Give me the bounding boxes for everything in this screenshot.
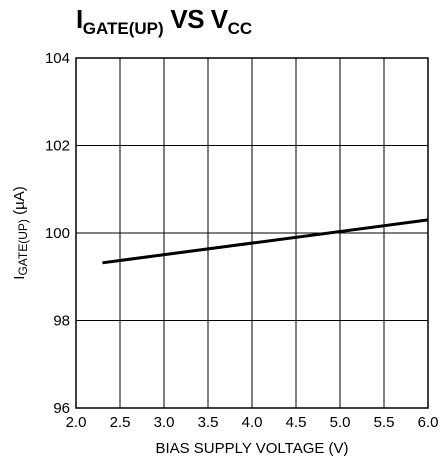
title-vs: VS V: [163, 4, 228, 34]
y-tick-label: 104: [45, 50, 70, 67]
x-tick-label: 2.5: [110, 414, 131, 431]
chart-title: IGATE(UP) VS VCC: [76, 4, 252, 39]
x-tick-labels: 2.0 2.5 3.0 3.5 4.0 4.5 5.0 5.5 6.0: [66, 414, 439, 431]
y-tick-label: 100: [45, 225, 70, 242]
x-tick-label: 5.5: [374, 414, 395, 431]
title-main-subscript: GATE(UP): [82, 19, 164, 38]
y-axis-label-main: I: [11, 276, 28, 280]
y-axis-label-unit: (µA): [11, 186, 28, 219]
series-group: [102, 218, 429, 265]
y-axis-label: IGATE(UP) (µA): [11, 186, 30, 279]
series-line: [102, 218, 429, 265]
y-tick-label: 96: [53, 400, 70, 417]
title-main: I: [76, 4, 83, 34]
y-tick-label: 98: [53, 313, 70, 330]
x-tick-label: 3.0: [154, 414, 175, 431]
x-tick-label: 2.0: [66, 414, 87, 431]
y-tick-label: 102: [45, 138, 70, 155]
y-axis-label-subscript: GATE(UP): [16, 219, 30, 275]
x-tick-label: 5.0: [330, 414, 351, 431]
x-tick-label: 4.0: [242, 414, 263, 431]
x-tick-label: 3.5: [198, 414, 219, 431]
title-vs-subscript: CC: [227, 19, 253, 38]
x-tick-label: 6.0: [418, 414, 439, 431]
x-tick-label: 4.5: [286, 414, 307, 431]
grid: [75, 57, 429, 409]
plot-frame: [75, 57, 429, 409]
y-tick-labels: 96 98 100 102 104: [45, 50, 70, 417]
x-axis-label: BIAS SUPPLY VOLTAGE (V): [155, 440, 348, 457]
